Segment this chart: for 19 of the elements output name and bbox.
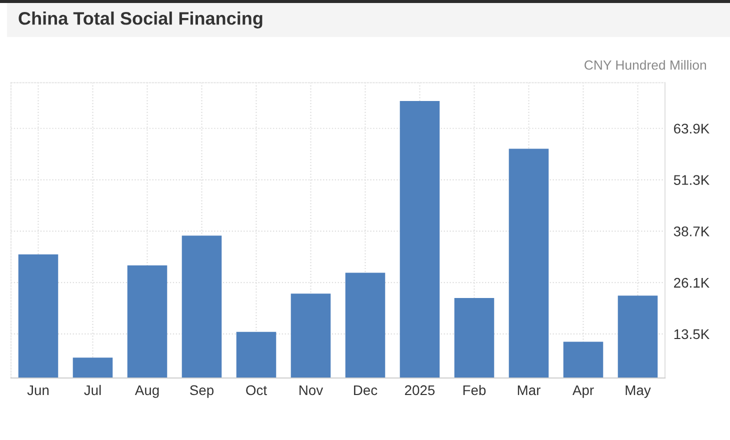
x-tick-label: Mar bbox=[518, 385, 540, 396]
y-tick-label: 38.7K bbox=[674, 226, 710, 236]
y-axis-title: CNY Hundred Million bbox=[584, 60, 706, 70]
y-tick-label: 51.3K bbox=[674, 175, 710, 185]
x-tick-label: Aug bbox=[134, 385, 159, 398]
y-tick-label: 13.5K bbox=[674, 329, 710, 340]
x-tick-label: Sep bbox=[190, 385, 214, 398]
x-tick-label: Apr bbox=[572, 385, 594, 398]
x-tick-label: Oct bbox=[246, 385, 267, 396]
x-tick-label: Feb bbox=[463, 384, 486, 396]
x-tick-label: May bbox=[626, 385, 651, 398]
y-tick-label: 26.1K bbox=[674, 278, 710, 288]
x-tick-label: Dec bbox=[354, 385, 378, 396]
x-tick-label: Nov bbox=[300, 385, 324, 396]
y-tick-label: 63.9K bbox=[674, 124, 710, 134]
chart-title: China Total Social Financing bbox=[18, 12, 262, 28]
x-tick-label: Jun bbox=[27, 385, 49, 396]
x-tick-label: 2025 bbox=[405, 385, 435, 396]
x-tick-label: Jul bbox=[84, 384, 101, 396]
